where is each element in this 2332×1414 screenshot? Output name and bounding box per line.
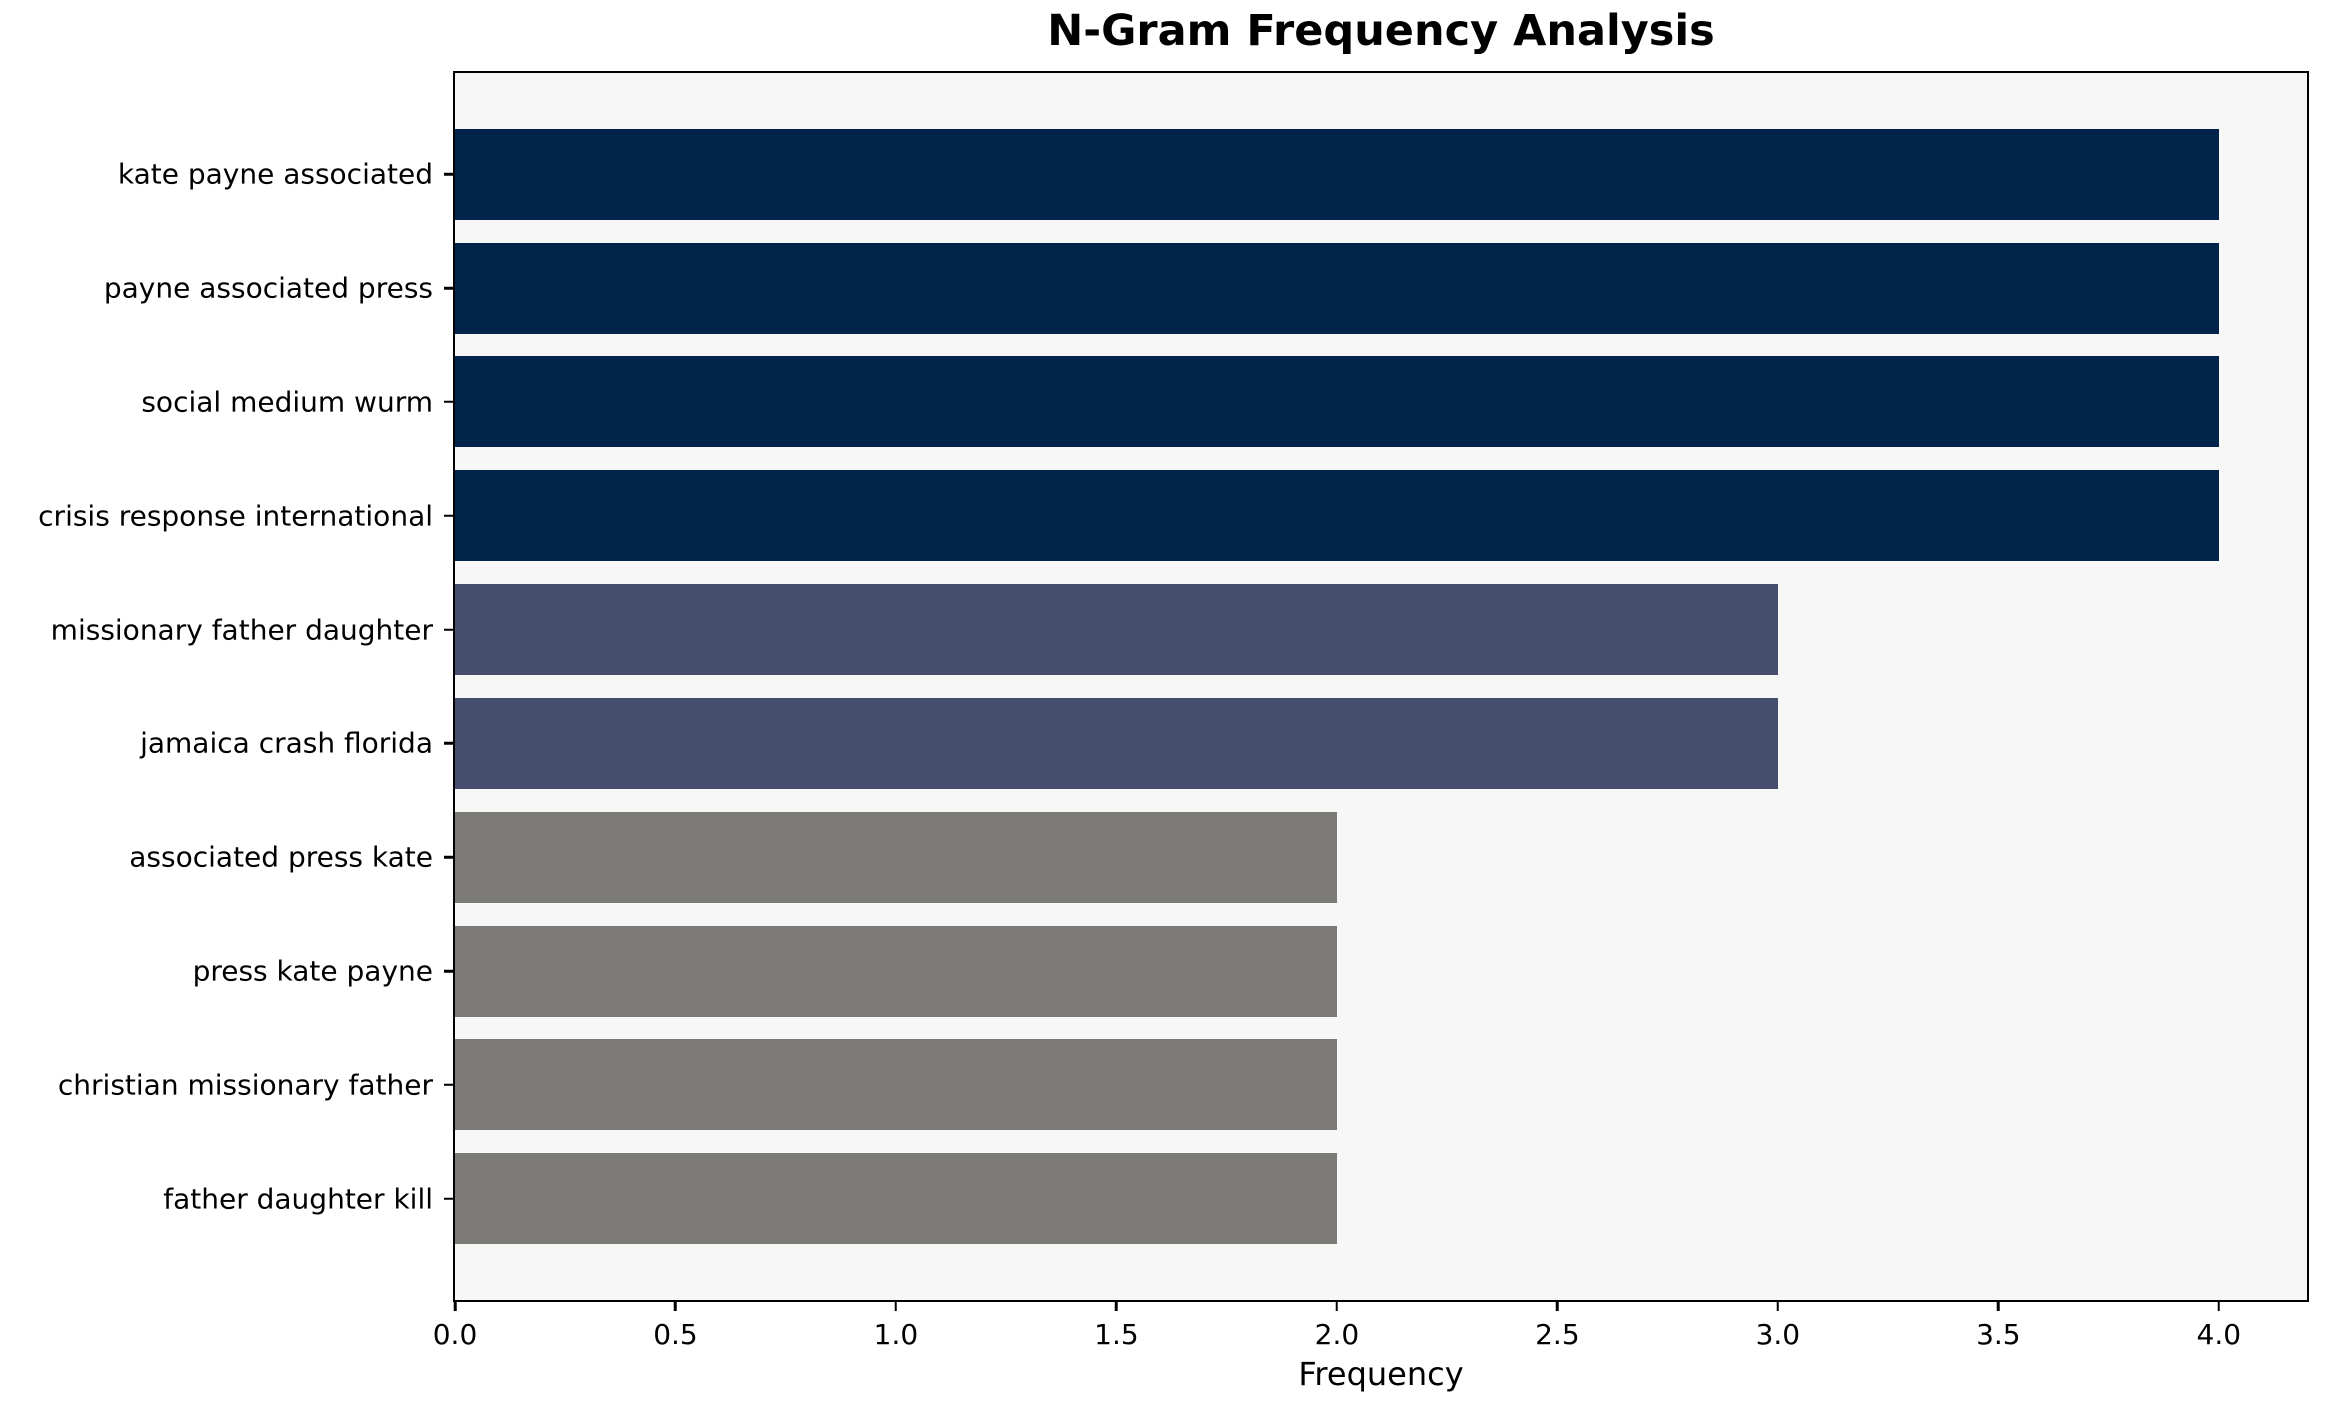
y-tick-mark <box>444 286 455 290</box>
x-tick-label: 0.0 <box>432 1318 478 1351</box>
y-tick-mark <box>444 742 455 745</box>
bar-jamaica-crash-florida <box>455 697 1778 789</box>
chart-title: N-Gram Frequency Analysis <box>1047 6 1715 56</box>
y-tick-mark <box>444 628 455 631</box>
y-tick-mark <box>444 400 455 404</box>
x-tick-mark <box>1997 1300 2000 1311</box>
x-tick-mark <box>1556 1300 1559 1311</box>
x-tick: 0.0 <box>432 1300 478 1351</box>
x-tick-mark <box>453 1300 457 1311</box>
x-tick-label: 3.0 <box>1755 1318 1801 1351</box>
x-tick-label: 0.5 <box>653 1318 698 1351</box>
y-tick-label: social medium wurm <box>141 385 433 419</box>
y-tick-mark <box>444 855 455 859</box>
bar-social-medium-wurm <box>455 356 2219 448</box>
y-tick-label: missionary father daughter <box>50 613 433 647</box>
y-tick-mark <box>444 514 455 518</box>
bar-press-kate-payne <box>455 925 1337 1017</box>
bar-christian-missionary-father <box>455 1039 1337 1131</box>
y-tick-label: father daughter kill <box>163 1182 433 1216</box>
y-tick-label: christian missionary father <box>57 1068 433 1102</box>
x-tick-label: 4.0 <box>2196 1318 2242 1351</box>
x-tick-label: 2.5 <box>1535 1318 1580 1351</box>
x-tick-mark <box>1776 1300 1780 1311</box>
x-tick-mark <box>674 1300 677 1311</box>
y-tick-label: associated press kate <box>129 840 433 874</box>
y-tick-label: kate payne associated <box>117 157 433 191</box>
x-tick-mark <box>894 1300 898 1311</box>
x-tick-label: 1.0 <box>873 1318 919 1351</box>
x-tick: 2.0 <box>1314 1300 1360 1351</box>
x-tick-mark <box>2217 1300 2221 1311</box>
x-tick-label: 2.0 <box>1314 1318 1360 1351</box>
bar-crisis-response-international <box>455 470 2219 562</box>
x-tick-mark <box>1115 1300 1118 1311</box>
x-tick: 1.5 <box>1094 1300 1139 1351</box>
y-tick-mark <box>444 1197 455 1200</box>
y-tick-mark <box>444 969 455 973</box>
x-tick: 3.5 <box>1976 1300 2021 1351</box>
bar-payne-associated-press <box>455 242 2219 334</box>
bar-father-daughter-kill <box>455 1153 1337 1245</box>
y-tick-label: press kate payne <box>192 954 433 988</box>
y-tick-label: jamaica crash florida <box>140 726 433 760</box>
bar-associated-press-kate <box>455 811 1337 903</box>
y-tick-mark <box>444 1083 455 1087</box>
x-tick: 4.0 <box>2196 1300 2242 1351</box>
x-axis-label: Frequency <box>1298 1355 1464 1393</box>
y-tick-label: crisis response international <box>38 499 433 533</box>
bar-missionary-father-daughter <box>455 584 1778 676</box>
y-tick-label: payne associated press <box>103 271 433 305</box>
x-tick-label: 1.5 <box>1094 1318 1139 1351</box>
bar-kate-payne-associated <box>455 128 2219 220</box>
x-tick: 3.0 <box>1755 1300 1801 1351</box>
x-tick: 1.0 <box>873 1300 919 1351</box>
x-tick-mark <box>1335 1300 1339 1311</box>
x-tick: 2.5 <box>1535 1300 1580 1351</box>
x-tick: 0.5 <box>653 1300 698 1351</box>
plot-area: kate payne associated payne associated pr… <box>38 71 2309 1351</box>
y-tick-mark <box>444 173 455 176</box>
x-tick-label: 3.5 <box>1976 1318 2021 1351</box>
